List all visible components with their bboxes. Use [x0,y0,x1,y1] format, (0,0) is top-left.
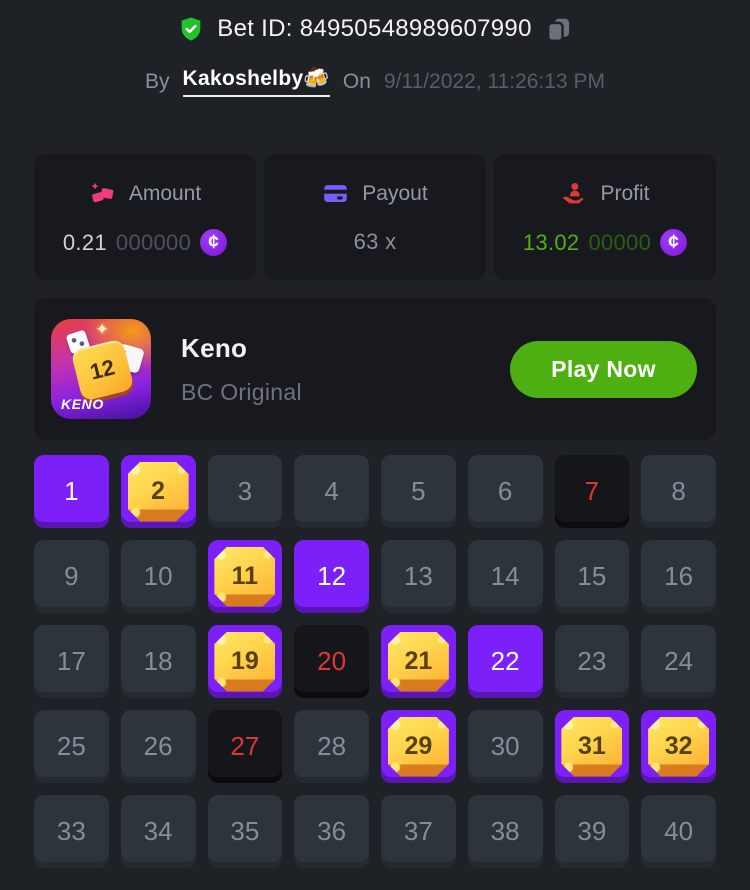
keno-tile-2: 2 [120,455,196,528]
gold-gem-icon: 11 [214,546,276,607]
keno-tile-5: 5 [381,455,456,528]
game-info: Keno BC Original [181,333,302,406]
amount-main: 0.21 [62,229,107,255]
keno-tile-29: 29 [381,710,456,783]
keno-tile-31: 31 [554,710,630,783]
gems-icon [89,180,116,207]
stats-row: Amount 0.21 000000 ¢ Payout 63 x [34,154,716,280]
keno-tile-9: 9 [34,540,109,613]
profit-label: Profit [600,181,650,205]
gold-gem-icon: 2 [127,461,189,522]
keno-tile-30: 30 [467,710,543,783]
profit-card: Profit 13.02 00000 ¢ [494,154,716,280]
keno-tile-16: 16 [641,540,716,613]
keno-tile-13: 13 [381,540,456,613]
game-title: Keno [181,332,248,363]
gold-gem-icon: 32 [648,716,710,777]
keno-tile-38: 38 [467,795,543,868]
keno-tile-37: 37 [381,795,456,868]
keno-tile-40: 40 [641,795,716,868]
keno-tile-36: 36 [294,795,369,868]
game-provider: BC Original [181,378,302,405]
bet-datetime: 9/11/2022, 11:26:13 PM [383,70,605,93]
keno-tile-32: 32 [641,710,716,783]
keno-tile-6: 6 [467,455,543,528]
keno-tile-1: 1 [34,455,109,528]
keno-tile-33: 33 [34,795,109,868]
keno-tile-39: 39 [554,795,630,868]
keno-tile-35: 35 [207,795,283,868]
profit-zeros: 00000 [588,229,652,255]
keno-icon-wordmark: KENO [61,396,104,412]
keno-tile-14: 14 [467,540,543,613]
keno-tile-7: 7 [554,455,630,528]
gold-gem-icon: 29 [387,716,449,777]
sparkle-icon: ✦ [95,320,110,339]
gold-gem-icon: 19 [214,631,276,692]
keno-tile-26: 26 [120,710,196,783]
game-card: ✦ 12 KENO Keno BC Original Play Now [34,298,716,440]
keno-tile-4: 4 [294,455,369,528]
keno-tile-28: 28 [294,710,369,783]
profit-main: 13.02 [522,229,580,255]
gold-gem-icon: 31 [561,716,623,777]
keno-tile-20: 20 [294,625,369,698]
amount-label: Amount [128,181,202,205]
keno-tile-15: 15 [554,540,630,613]
keno-tile-25: 25 [34,710,109,783]
payout-value: 63 x [353,229,397,254]
credit-card-icon [322,180,349,207]
keno-tile-22: 22 [467,625,543,698]
keno-tile-18: 18 [120,625,196,698]
keno-tile-34: 34 [120,795,196,868]
keno-tile-11: 11 [207,540,283,613]
hand-person-icon [560,180,587,207]
payout-card: Payout 63 x [264,154,486,280]
keno-game-icon: ✦ 12 KENO [51,319,151,419]
amount-value: 0.21 000000 ¢ [62,229,228,256]
keno-tile-24: 24 [641,625,716,698]
keno-tile-27: 27 [207,710,283,783]
payout-label: Payout [362,181,428,205]
username-link[interactable]: Kakoshelby🍻 [182,67,330,97]
keno-grid: 1 2 3 4 5 6 7 8 9 10 11 12 13 14 15 16 17 18 19 20 21 22 23 24 2… [34,455,716,868]
keno-tile-17: 17 [34,625,109,698]
copy-icon[interactable] [545,16,572,43]
keno-tile-3: 3 [207,455,283,528]
keno-tile-10: 10 [120,540,196,613]
keno-tile-8: 8 [641,455,716,528]
gold-gem-icon: 21 [387,631,449,692]
coin-icon: ¢ [200,229,228,256]
keno-tile-19: 19 [207,625,283,698]
coin-icon: ¢ [660,229,688,256]
amount-card: Amount 0.21 000000 ¢ [34,154,256,280]
verified-shield-icon [178,16,204,42]
bet-header: Bet ID: 84950548989607990 [0,0,750,43]
keno-tile-12: 12 [294,540,369,613]
on-label: On [342,70,371,93]
keno-tile-23: 23 [554,625,630,698]
keno-tile-21: 21 [381,625,456,698]
play-now-button[interactable]: Play Now [510,340,697,398]
amount-zeros: 000000 [115,229,192,255]
bet-id-text: Bet ID: 84950548989607990 [217,15,532,42]
profit-value: 13.02 00000 ¢ [522,229,688,256]
bet-meta: By Kakoshelby🍻 On 9/11/2022, 11:26:13 PM [0,67,750,97]
by-label: By [145,70,170,93]
